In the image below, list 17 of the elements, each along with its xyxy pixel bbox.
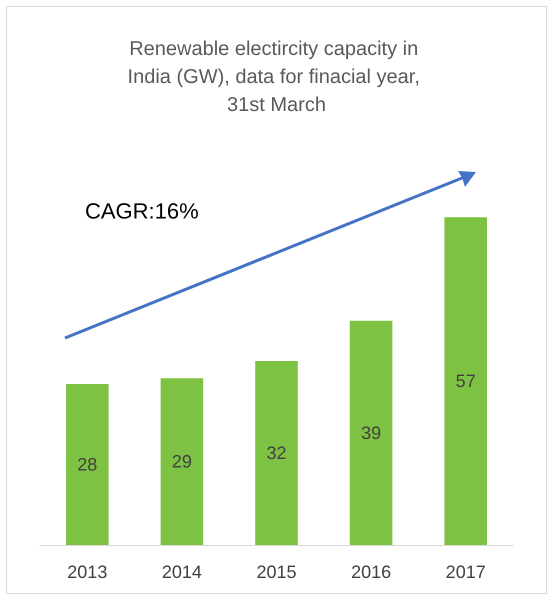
chart-title: Renewable electircity capacity in India (GW), data for finacial year, 31st March	[128, 38, 426, 116]
bar	[66, 384, 109, 545]
bar	[444, 217, 487, 545]
data-label: 39	[361, 422, 382, 443]
annotation: CAGR:16%	[85, 198, 199, 224]
x-tick-label: 2015	[256, 562, 297, 582]
bar	[350, 320, 392, 545]
data-label: 32	[266, 443, 287, 463]
x-tick-label: 2017	[446, 562, 486, 582]
data-label: 29	[172, 452, 192, 472]
data-label: 28	[77, 454, 98, 474]
x-tick-label: 2016	[351, 562, 392, 582]
data-label: 57	[456, 371, 476, 392]
bar	[160, 378, 204, 545]
bar	[255, 361, 298, 545]
x-tick-label: 2013	[67, 562, 108, 582]
x-tick-label: 2014	[162, 562, 202, 582]
